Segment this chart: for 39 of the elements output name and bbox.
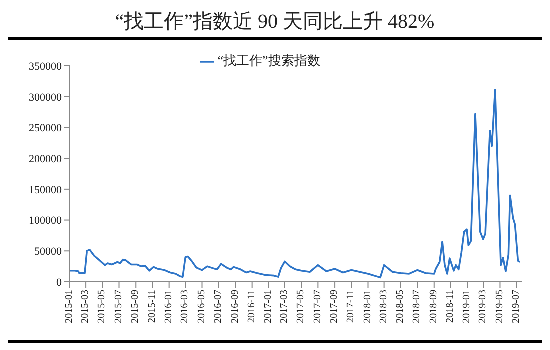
x-tick-label: 2018-01 (362, 290, 374, 324)
x-tick-label: 2016-03 (180, 290, 191, 324)
x-tick-label: 2019-05 (494, 290, 506, 324)
x-tick-label: 2016-05 (196, 290, 208, 324)
x-tick-label: 2018-11 (445, 290, 456, 323)
y-tick-label: 50000 (34, 246, 62, 258)
y-tick-label: 200000 (29, 153, 62, 166)
x-tick-label: 2018-09 (428, 290, 440, 324)
x-tick-label: 2019-07 (510, 290, 522, 324)
x-tick-label: 2015-11 (146, 290, 158, 323)
y-tick-label: 150000 (29, 184, 62, 196)
x-tick-label: 2017-01 (263, 290, 274, 324)
x-tick-label: 2018-05 (395, 290, 406, 324)
x-tick-label: 2015-01 (64, 290, 76, 324)
x-tick-label: 2016-01 (163, 290, 174, 324)
x-tick-label: 2015-05 (96, 290, 108, 324)
y-tick-label: 0 (56, 276, 62, 289)
x-tick-label: 2015-09 (130, 290, 142, 324)
x-tick-label: 2017-05 (296, 290, 307, 324)
x-tick-label: 2016-07 (212, 290, 224, 324)
x-tick-label: 2016-09 (230, 290, 241, 324)
x-tick-label: 2017-11 (346, 290, 357, 323)
chart-title: “找工作”指数近 90 天同比上升 482% (8, 8, 542, 40)
x-tick-label: 2017-03 (279, 290, 290, 324)
x-tick-label: 2018-03 (378, 290, 390, 324)
legend-label: “找工作”搜索指数 (218, 53, 320, 68)
x-tick-label: 2019-01 (462, 290, 473, 324)
x-tick-label: 2018-07 (412, 290, 423, 324)
x-tick-label: 2016-11 (246, 290, 258, 323)
x-tick-label: 2017-07 (312, 290, 324, 324)
x-tick-label: 2015-03 (80, 290, 92, 324)
y-tick-label: 350000 (29, 60, 62, 73)
x-tick-label: 2019-03 (478, 290, 489, 324)
x-tick-label: 2017-09 (329, 290, 340, 324)
y-tick-label: 250000 (29, 122, 62, 135)
y-tick-label: 100000 (29, 215, 62, 228)
y-tick-label: 300000 (29, 92, 62, 104)
x-tick-label: 2015-07 (113, 290, 124, 324)
line-series (70, 89, 521, 279)
